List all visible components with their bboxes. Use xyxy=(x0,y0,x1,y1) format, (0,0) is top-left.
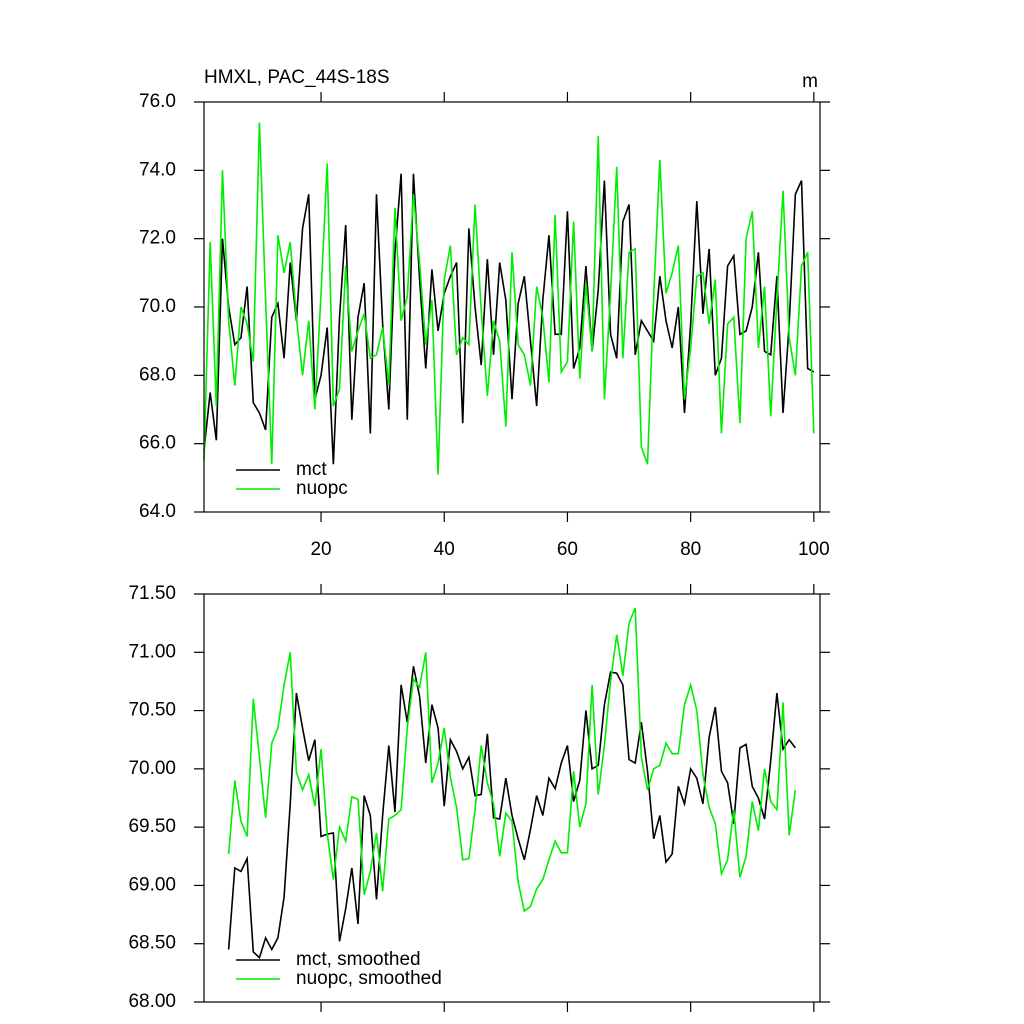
legend-label: mct xyxy=(296,459,327,480)
legend-label: nuopc, smoothed xyxy=(296,968,442,989)
data-line xyxy=(227,666,796,960)
y-tick-label: 68.00 xyxy=(128,991,176,1012)
y-tick-label: 70.0 xyxy=(139,296,176,317)
y-tick-label: 74.0 xyxy=(139,159,176,180)
y-tick-label: 76.0 xyxy=(139,91,176,112)
legend-label: mct, smoothed xyxy=(296,949,421,970)
x-tick-label: 60 xyxy=(557,539,578,560)
y-tick-label: 71.50 xyxy=(128,583,176,604)
plot-frame xyxy=(203,101,821,513)
legend-label: nuopc xyxy=(296,478,348,499)
y-tick-label: 70.50 xyxy=(128,700,176,721)
y-tick-label: 64.0 xyxy=(139,501,176,522)
y-tick-label: 68.0 xyxy=(139,364,176,385)
x-tick-label: 100 xyxy=(798,539,830,560)
y-tick-label: 69.00 xyxy=(128,874,176,895)
y-tick-label: 69.50 xyxy=(128,816,176,837)
y-tick-label: 71.00 xyxy=(128,641,176,662)
units-label: m xyxy=(802,71,818,92)
x-tick-label: 20 xyxy=(310,539,331,560)
y-tick-label: 66.0 xyxy=(139,433,176,454)
y-tick-label: 72.0 xyxy=(139,228,176,249)
data-line xyxy=(227,607,797,913)
y-tick-label: 70.00 xyxy=(128,758,176,779)
x-tick-label: 40 xyxy=(434,539,455,560)
y-tick-label: 68.50 xyxy=(128,933,176,954)
chart-title: HMXL, PAC_44S-18S xyxy=(204,67,390,88)
plot-frame xyxy=(203,593,821,1003)
x-tick-label: 80 xyxy=(680,539,701,560)
data-line xyxy=(203,122,815,475)
